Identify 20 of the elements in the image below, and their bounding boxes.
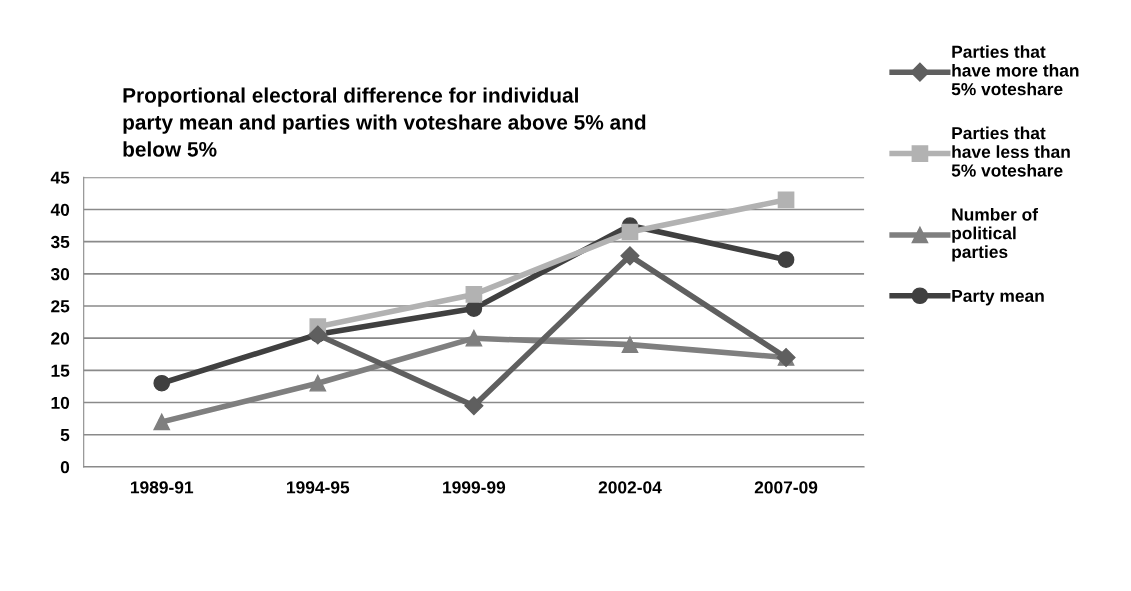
x-tick-label: 1999-99 (443, 481, 506, 494)
x-tick-label: 1994-95 (287, 481, 350, 494)
legend-label: Party mean (952, 289, 1044, 306)
y-tick-label: 10 (51, 396, 70, 409)
y-tick-label: 0 (60, 461, 70, 474)
y-tick-label: 35 (50, 235, 70, 249)
y-tick-label: 45 (50, 171, 70, 184)
legend-label: Parties that have less than 5% voteshare (951, 126, 1070, 177)
x-tick-label: 2007-09 (754, 481, 818, 494)
y-tick-label: 40 (50, 203, 70, 216)
legend-label: Number of political parties (952, 207, 1039, 262)
y-tick-label: 5 (60, 429, 70, 442)
legend-label: Parties that have more than 5% voteshare (951, 45, 1079, 96)
x-tick-label: 2002-04 (598, 481, 662, 494)
y-tick-label: 20 (51, 332, 70, 345)
chart-title: Proportional electoral difference for individual party mean and parties with voteshare above 5% and below 5% (123, 87, 646, 157)
y-tick-label: 30 (50, 268, 70, 281)
y-tick-label: 25 (51, 300, 70, 313)
x-tick-label: 1989-91 (130, 481, 194, 494)
y-tick-label: 15 (51, 364, 70, 377)
